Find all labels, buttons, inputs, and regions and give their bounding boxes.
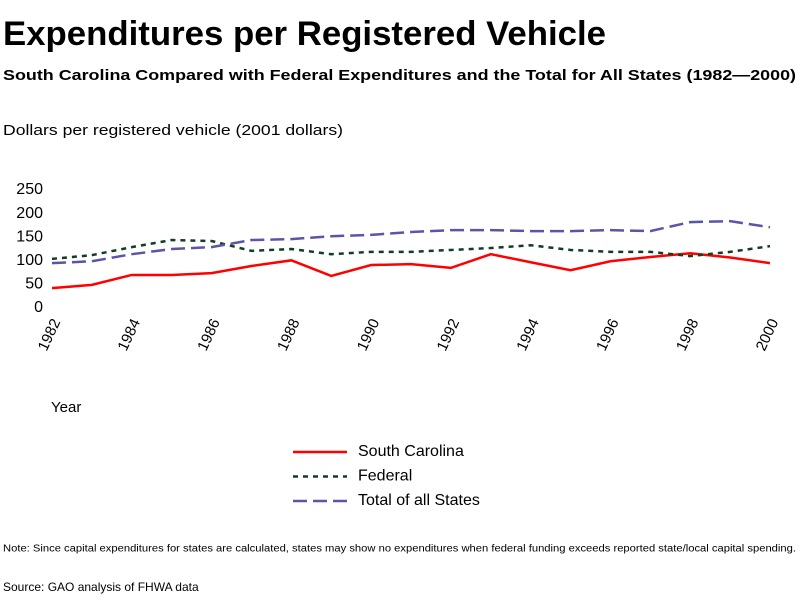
chart-subtitle: South Carolina Compared with Federal Exp… [3, 67, 796, 84]
x-tick-label: 1996 [593, 316, 623, 353]
x-tick-label: 1990 [354, 316, 384, 353]
x-tick-label: 2000 [753, 316, 783, 353]
x-tick-label: 1986 [194, 316, 224, 353]
y-tick-label: 50 [25, 276, 43, 293]
legend-label: Total of all States [358, 492, 480, 509]
x-tick-label: 1994 [513, 316, 543, 353]
source: Source: GAO analysis of FHWA data [3, 580, 199, 594]
x-tick-label: 1984 [114, 316, 144, 353]
x-tick-label: 1982 [35, 316, 65, 353]
x-tick-label: 1992 [434, 316, 464, 353]
y-tick-label: 100 [16, 252, 43, 269]
y-tick-label: 150 [16, 228, 43, 245]
x-axis-label: Year [51, 399, 81, 416]
series-line [51, 238, 771, 261]
x-tick-label: 1998 [673, 316, 703, 353]
x-tick-label: 1988 [274, 316, 304, 353]
series-line [51, 219, 771, 265]
legend-label: Federal [358, 468, 412, 485]
y-axis-label: Dollars per registered vehicle (2001 dol… [3, 122, 343, 139]
chart-title: Expenditures per Registered Vehicle [3, 15, 606, 53]
y-tick-label: 250 [16, 181, 43, 198]
series-line [51, 251, 771, 290]
note: Note: Since capital expenditures for sta… [3, 544, 796, 555]
y-tick-label: 200 [16, 205, 43, 222]
legend-label: South Carolina [358, 443, 464, 460]
y-tick-label: 0 [34, 299, 43, 316]
